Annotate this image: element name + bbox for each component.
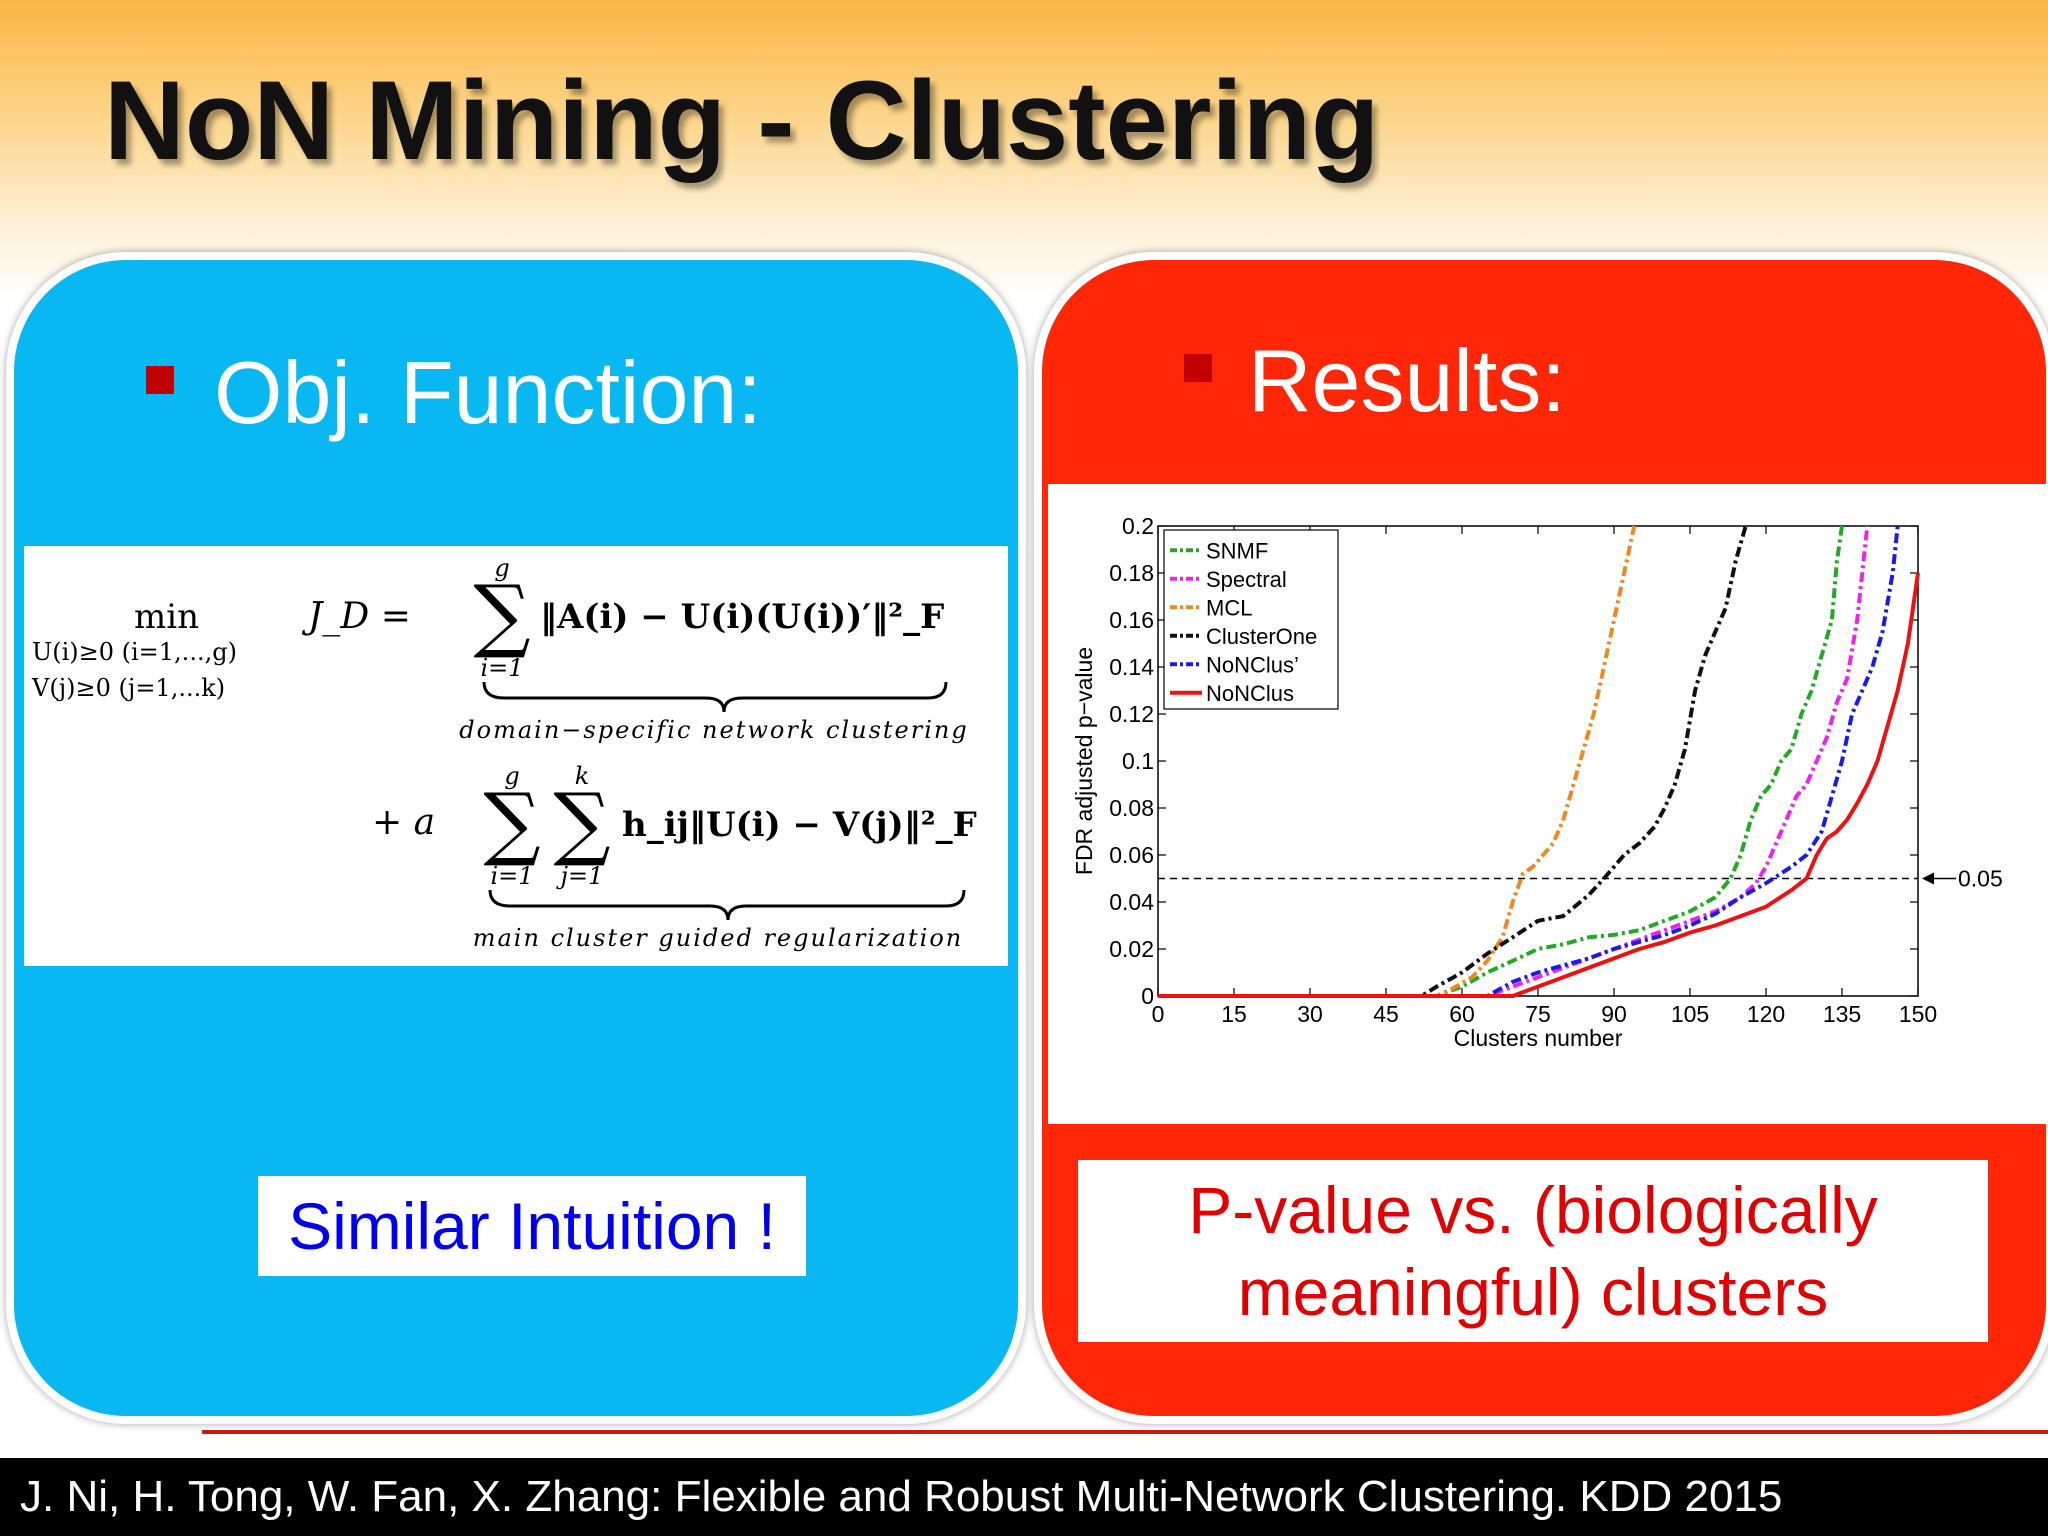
y-tick-label: 0.1 (1122, 748, 1154, 774)
formula-min-constraint-u: U(i)≥0 (i=1,...,g) (32, 638, 237, 666)
legend-label: NoNClus’ (1206, 652, 1299, 677)
header-background (0, 0, 2048, 300)
y-tick-label: 0.12 (1109, 701, 1154, 727)
formula-plus-a: + a (372, 802, 435, 843)
formula-term1: ‖A(i) − U(i)(U(i))′‖²_F (540, 597, 944, 637)
footer-citation: J. Ni, H. Tong, W. Fan, X. Zhang: Flexib… (20, 1472, 1783, 1521)
x-axis-label: Clusters number (1454, 1025, 1623, 1051)
y-tick-label: 0.02 (1109, 936, 1154, 962)
x-tick-label: 120 (1747, 1001, 1785, 1027)
legend-label: Spectral (1206, 567, 1287, 592)
y-tick-label: 0.04 (1109, 889, 1154, 915)
sum-icon: ∑ (483, 776, 540, 869)
results-panel: Results: 0 15 30 45 60 75 90 105 120 135 150 0 0.02 0… (1034, 252, 2048, 1424)
formula-min: min (134, 597, 199, 637)
similar-intuition-note: Similar Intuition ! (258, 1176, 806, 1276)
series-line-nonclus (1158, 525, 1900, 998)
objective-formula: min U(i)≥0 (i=1,...,g) V(j)≥0 (j=1,...k)… (31, 554, 977, 952)
y-tick-label: 0.18 (1109, 560, 1154, 586)
series-line-clusterone (1158, 525, 1748, 998)
fdr-pvalue-chart: 0 15 30 45 60 75 90 105 120 135 150 0 0.02 0.04 0.06 0.… (1071, 513, 2003, 1051)
results-heading: Results: (1248, 331, 1566, 430)
x-tick-label: 30 (1297, 1001, 1323, 1027)
y-tick-label: 0.2 (1122, 513, 1154, 539)
y-tick-label: 0 (1141, 983, 1154, 1009)
bullet-square-icon (146, 366, 174, 394)
x-tick-label: 90 (1601, 1001, 1627, 1027)
formula-term2: h_ij‖U(i) − V(j)‖²_F (622, 805, 977, 845)
series-line-nonclus (1158, 572, 1920, 998)
term2-sum1-top: g (504, 762, 519, 790)
slide-title: NoN Mining - Clustering (104, 58, 1380, 183)
caption-line-2: meaningful) clusters (1237, 1255, 1829, 1329)
x-tick-label: 15 (1221, 1001, 1247, 1027)
x-tick-label: 60 (1449, 1001, 1475, 1027)
threshold-label: 0.05 (1958, 866, 2003, 892)
underbrace-1 (482, 681, 948, 713)
legend-box (1163, 529, 1339, 710)
legend-label: MCL (1206, 595, 1252, 620)
formula-lhs: J_D = (301, 596, 411, 637)
legend-label: ClusterOne (1206, 624, 1317, 649)
sum-icon: ∑ (473, 568, 530, 661)
chart-series (1158, 525, 1920, 998)
formula-box: min U(i)≥0 (i=1,...,g) V(j)≥0 (j=1,...k)… (24, 546, 1008, 966)
arrow-left-icon (1922, 872, 1934, 885)
legend-label: NoNClus (1206, 681, 1294, 706)
x-tick-label: 75 (1525, 1001, 1551, 1027)
formula-min-constraint-v: V(j)≥0 (j=1,...k) (31, 674, 225, 702)
term2-sum2-bottom: j=1 (556, 862, 604, 890)
objective-heading: Obj. Function: (214, 343, 762, 442)
term2-label: main cluster guided regularization (473, 924, 964, 952)
term2-sum1-bottom: i=1 (490, 862, 533, 890)
x-tick-label: 105 (1671, 1001, 1709, 1027)
x-tick-label: 0 (1152, 1001, 1165, 1027)
bullet-square-icon (1184, 354, 1212, 382)
term1-sum-top: g (494, 554, 509, 582)
caption-line-1: P-value vs. (biologically (1188, 1173, 1878, 1247)
series-line-mcl (1158, 525, 1637, 998)
series-line-snmf (1158, 525, 1844, 998)
footer-bar: J. Ni, H. Tong, W. Fan, X. Zhang: Flexib… (0, 1458, 2048, 1536)
y-axis-label: FDR adjusted p−value (1071, 647, 1097, 875)
term2-sum2-top: k (575, 762, 590, 790)
objective-function-panel: Obj. Function: min U(i)≥0 (i=1,...,g) V(… (6, 252, 1026, 1424)
x-tick-label: 150 (1899, 1001, 1937, 1027)
x-tick-label: 45 (1373, 1001, 1399, 1027)
y-tick-label: 0.08 (1109, 795, 1154, 821)
legend-label: SNMF (1206, 538, 1268, 563)
y-tick-label: 0.16 (1109, 607, 1154, 633)
chart-axes: 0 15 30 45 60 75 90 105 120 135 150 0 0.02 0.04 0.06 0.… (1109, 513, 2003, 1027)
chart-legend: SNMF Spectral MCL ClusterOne NoNClus’ NoNClus (1163, 529, 1339, 710)
results-chart-box: 0 15 30 45 60 75 90 105 120 135 150 0 0.02 0.04 0.06 0.… (1048, 484, 2046, 1124)
x-tick-label: 135 (1823, 1001, 1861, 1027)
y-tick-label: 0.06 (1109, 842, 1154, 868)
y-tick-label: 0.14 (1109, 654, 1154, 680)
results-caption: P-value vs. (biologically meaningful) cl… (1078, 1160, 1988, 1342)
term1-sum-bottom: i=1 (480, 654, 523, 682)
underbrace-2 (488, 889, 966, 921)
footer-divider (202, 1430, 2048, 1434)
sum-icon: ∑ (553, 776, 610, 869)
term1-label: domain−specific network clustering (459, 716, 968, 744)
series-line-spectral (1158, 525, 1870, 998)
